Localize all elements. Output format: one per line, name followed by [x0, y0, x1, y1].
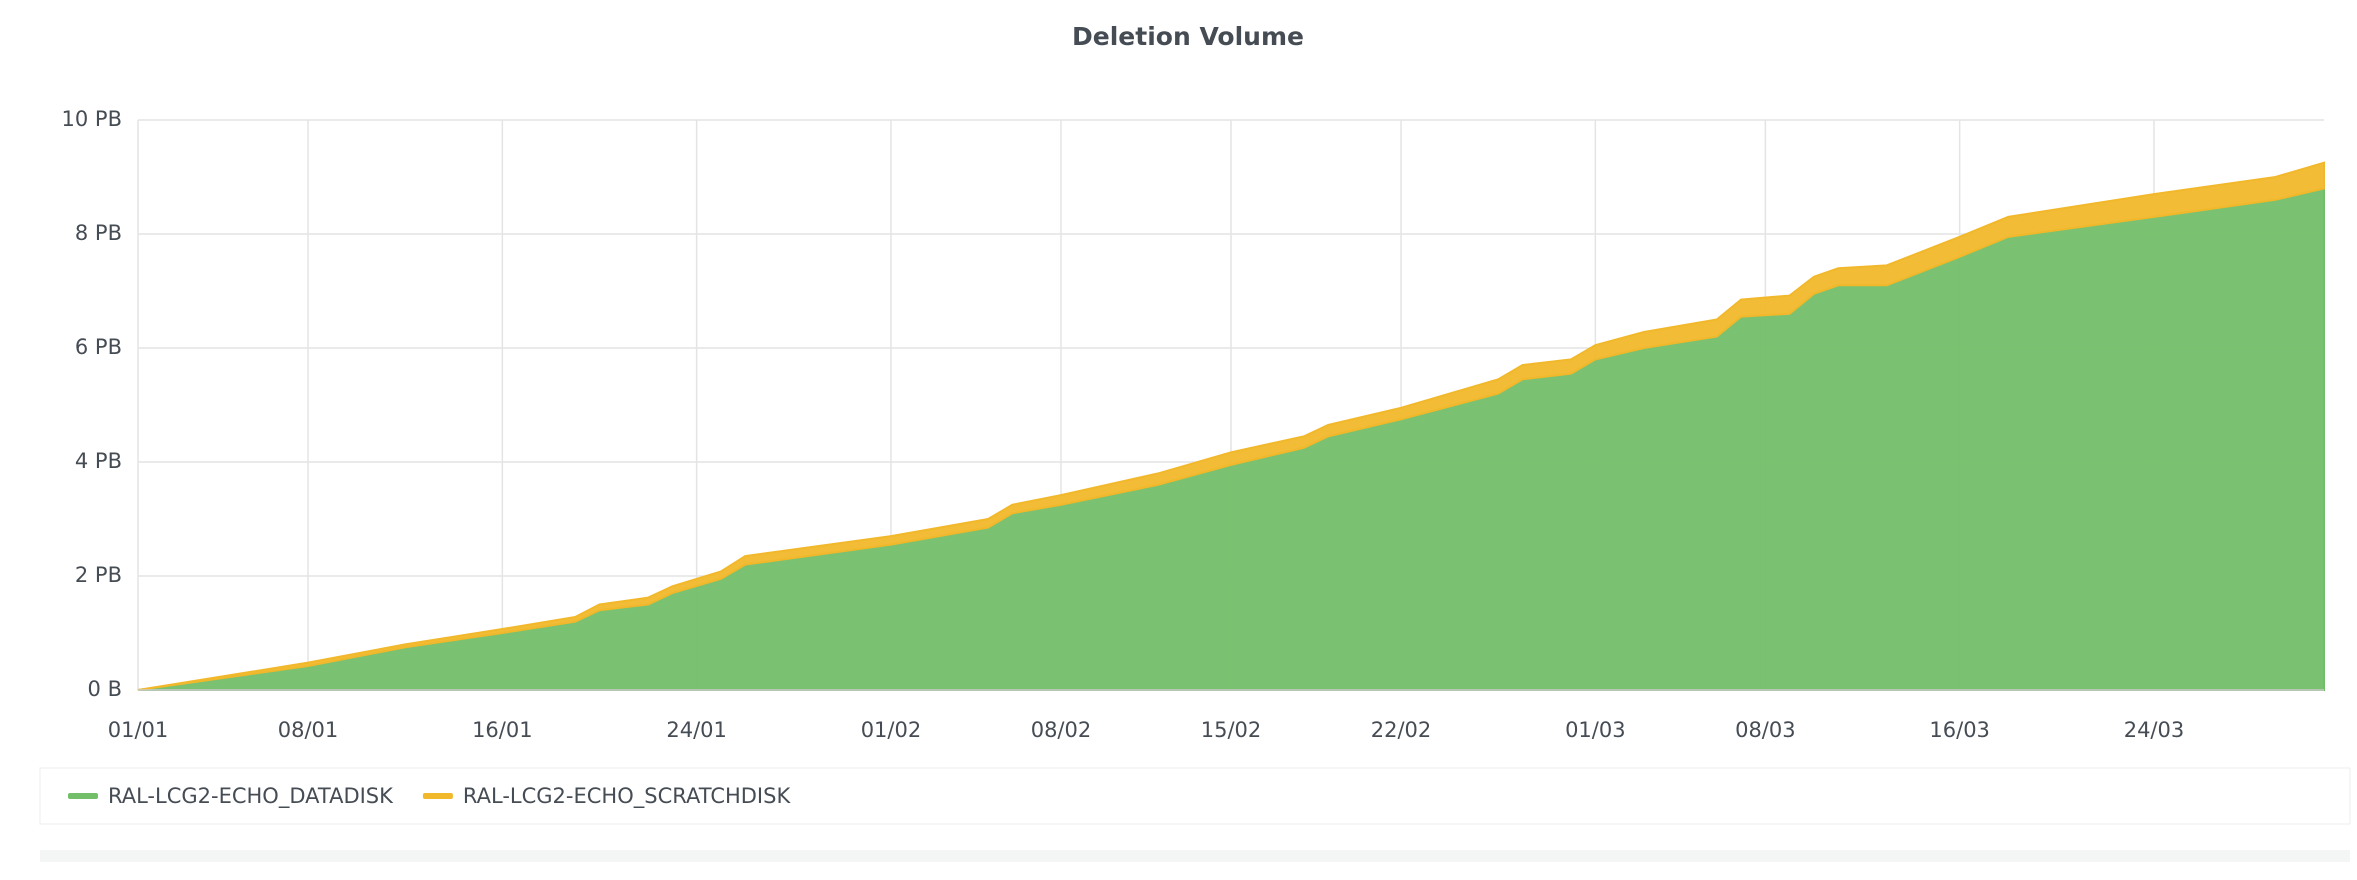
legend-swatch[interactable] [422, 793, 453, 799]
x-tick-label: 01/03 [1565, 718, 1626, 742]
y-tick-label: 6 PB [75, 335, 122, 359]
x-tick-label: 01/02 [861, 718, 922, 742]
x-tick-label: 08/03 [1735, 718, 1796, 742]
legend-label[interactable]: RAL-LCG2-ECHO_DATADISK [108, 784, 394, 809]
x-tick-label: 01/01 [108, 718, 169, 742]
y-tick-label: 0 B [88, 677, 122, 701]
x-tick-label: 22/02 [1371, 718, 1432, 742]
y-tick-label: 4 PB [75, 449, 122, 473]
x-tick-label: 08/02 [1031, 718, 1092, 742]
y-tick-label: 8 PB [75, 221, 122, 245]
panel-footer [40, 850, 2350, 862]
x-tick-label: 15/02 [1201, 718, 1262, 742]
x-tick-label: 24/01 [666, 718, 727, 742]
legend-label[interactable]: RAL-LCG2-ECHO_SCRATCHDISK [463, 784, 792, 809]
y-tick-label: 10 PB [62, 107, 122, 131]
x-tick-label: 08/01 [278, 718, 339, 742]
legend-swatch[interactable] [68, 793, 98, 799]
x-tick-label: 24/03 [2124, 718, 2185, 742]
chart-title: Deletion Volume [1072, 22, 1304, 51]
y-tick-label: 2 PB [75, 563, 122, 587]
x-tick-label: 16/01 [472, 718, 533, 742]
x-tick-label: 16/03 [1929, 718, 1990, 742]
area [137, 161, 2325, 691]
